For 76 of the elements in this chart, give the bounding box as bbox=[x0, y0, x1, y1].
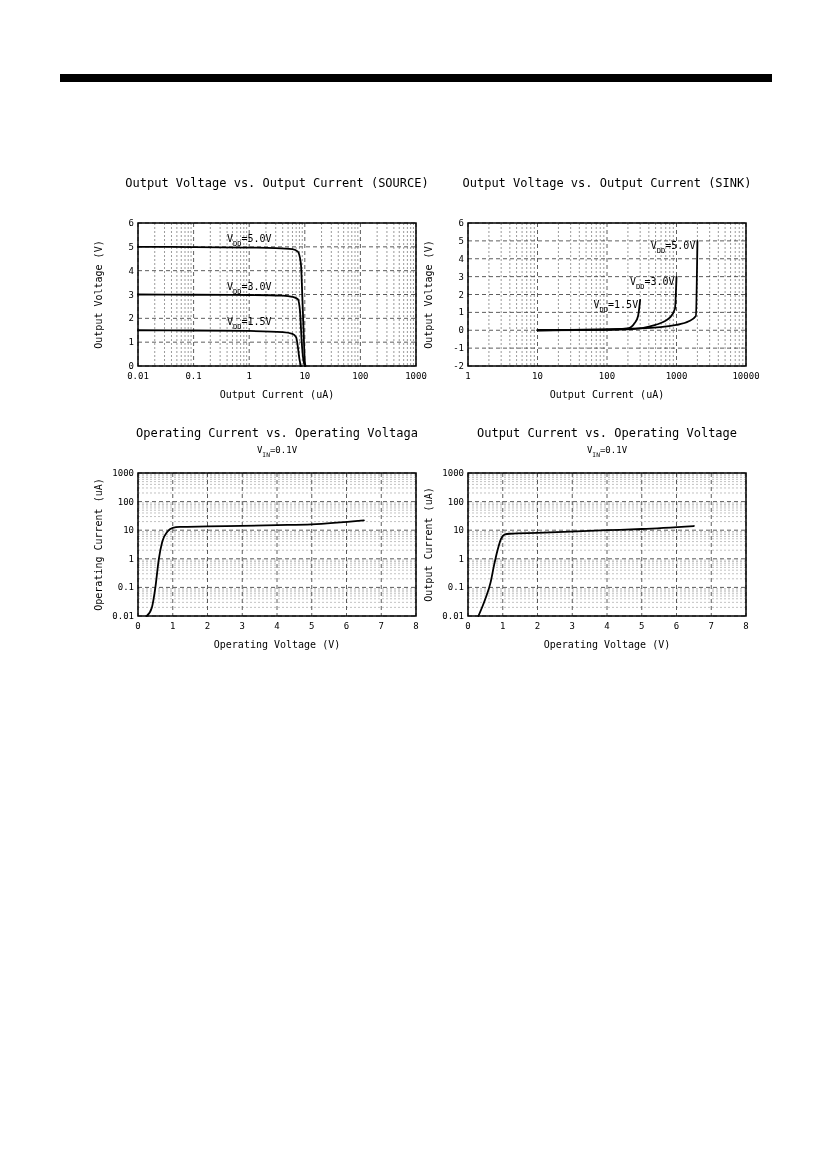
x-tick-label: 6 bbox=[343, 621, 350, 631]
y-tick-label: 6 bbox=[458, 218, 464, 228]
series-label: V$_{DD}$=5.0V bbox=[650, 239, 696, 255]
x-tick-label: 7 bbox=[708, 621, 714, 631]
y-axis-title: Output Voltage (V) bbox=[423, 240, 434, 349]
x-tick-label: 1 bbox=[246, 371, 252, 381]
y-tick-label: 3 bbox=[458, 271, 464, 282]
y-tick-label: 2 bbox=[128, 313, 134, 324]
chart-title: Operating Current vs. Operating Voltaga bbox=[136, 426, 418, 440]
x-tick-label: 8 bbox=[413, 621, 419, 631]
series-label: V$_{DD}$=3.0V bbox=[629, 275, 675, 291]
y-axis-title: Output Current (uA) bbox=[423, 487, 434, 602]
x-axis-title: Output Current (uA) bbox=[549, 389, 665, 400]
y-tick-label: 1000 bbox=[442, 468, 464, 478]
y-tick-label: 4 bbox=[128, 265, 134, 276]
x-tick-label: 3 bbox=[569, 621, 575, 631]
series-label: V$_{DD}$=1.5V bbox=[593, 298, 639, 314]
y-tick-label: 10 bbox=[123, 525, 134, 536]
x-tick-label: 3 bbox=[239, 621, 245, 631]
y-tick-label: 1 bbox=[128, 553, 134, 564]
x-axis-title: Operating Voltage (V) bbox=[543, 639, 671, 650]
x-tick-label: 2 bbox=[534, 621, 541, 631]
x-axis-title: Operating Voltage (V) bbox=[213, 639, 341, 650]
x-tick-label: 2 bbox=[204, 621, 211, 631]
x-tick-label: 100 bbox=[598, 371, 616, 381]
chart-title: Output Voltage vs. Output Current (SOURCE) bbox=[125, 176, 429, 190]
x-axis-title: Output Current (uA) bbox=[219, 389, 335, 400]
x-tick-label: 10000 bbox=[732, 371, 760, 381]
y-tick-label: 1000 bbox=[112, 468, 134, 478]
x-tick-label: 7 bbox=[378, 621, 384, 631]
x-tick-label: 10 bbox=[532, 371, 543, 381]
x-tick-label: 4 bbox=[604, 621, 610, 631]
y-tick-label: 0.1 bbox=[117, 582, 134, 593]
y-tick-label: -2 bbox=[453, 361, 464, 371]
x-tick-label: 8 bbox=[743, 621, 749, 631]
x-tick-label: 4 bbox=[274, 621, 280, 631]
chart-title: Output Current vs. Operating Voltage bbox=[476, 426, 738, 440]
y-axis-title: Output Voltage (V) bbox=[93, 240, 104, 349]
y-tick-label: 1 bbox=[128, 337, 134, 348]
x-tick-label: 5 bbox=[639, 621, 645, 631]
y-tick-label: 10 bbox=[453, 525, 464, 536]
chart-subtitle: V$_{IN}$=0.1V bbox=[586, 445, 628, 458]
x-tick-label: 6 bbox=[673, 621, 680, 631]
series-label: V$_{DD}$=5.0V bbox=[226, 232, 272, 248]
y-tick-label: 0 bbox=[458, 325, 464, 336]
y-tick-label: 5 bbox=[128, 241, 134, 252]
y-tick-label: 100 bbox=[447, 496, 464, 507]
x-tick-label: 0.1 bbox=[185, 371, 202, 381]
x-tick-label: 1 bbox=[465, 371, 471, 381]
y-tick-label: 0 bbox=[128, 361, 134, 371]
x-tick-label: 0 bbox=[135, 621, 141, 631]
x-tick-label: 10 bbox=[299, 371, 311, 381]
y-axis-title: Operating Current (uA) bbox=[93, 478, 104, 611]
y-tick-label: 0.01 bbox=[112, 611, 134, 621]
y-tick-label: 0.1 bbox=[447, 582, 464, 593]
y-tick-label: 3 bbox=[128, 289, 134, 300]
y-tick-label: 100 bbox=[117, 496, 134, 507]
chart-subtitle: V$_{IN}$=0.1V bbox=[256, 445, 298, 458]
y-tick-label: 6 bbox=[128, 218, 134, 228]
x-tick-label: 1000 bbox=[405, 371, 427, 381]
x-tick-label: 100 bbox=[352, 371, 369, 381]
y-tick-label: 1 bbox=[458, 307, 464, 318]
chart-title: Output Voltage vs. Output Current (SINK) bbox=[462, 176, 752, 190]
y-tick-label: 1 bbox=[458, 553, 464, 564]
series-label: V$_{DD}$=1.5V bbox=[226, 316, 272, 332]
y-tick-label: 5 bbox=[458, 235, 464, 246]
y-tick-label: 2 bbox=[458, 289, 464, 300]
x-tick-label: 0 bbox=[465, 621, 471, 631]
y-tick-label: 4 bbox=[458, 253, 464, 264]
x-tick-label: 1 bbox=[170, 621, 176, 631]
y-tick-label: 0.01 bbox=[442, 611, 464, 621]
x-tick-label: 1000 bbox=[665, 371, 688, 381]
y-tick-label: -1 bbox=[453, 343, 464, 354]
series-label: V$_{DD}$=3.0V bbox=[226, 280, 272, 296]
x-tick-label: 5 bbox=[309, 621, 315, 631]
x-tick-label: 1 bbox=[500, 621, 506, 631]
